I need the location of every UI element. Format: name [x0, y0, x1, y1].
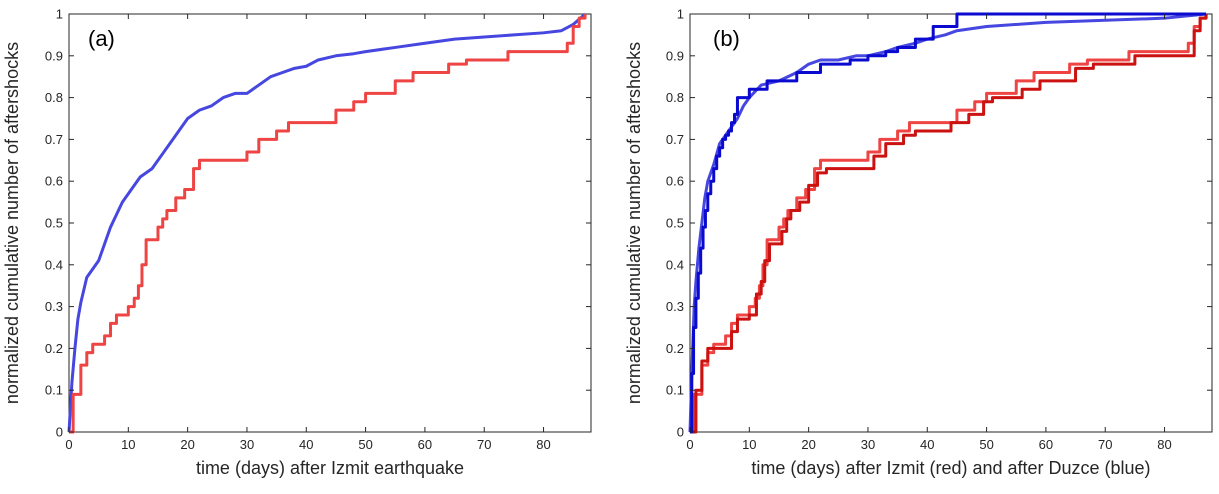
y-tick-label: 0.4: [45, 257, 63, 272]
panel-b-plot-frame: [689, 13, 1213, 433]
x-tick-label: 20: [180, 437, 194, 452]
y-tick-label: 0.1: [666, 383, 684, 398]
x-tick-label: 0: [65, 437, 72, 452]
y-tick-label: 0: [677, 425, 684, 440]
y-tick-label: 0.8: [666, 90, 684, 105]
y-tick-label: 0.6: [45, 174, 63, 189]
y-tick-label: 0.9: [45, 48, 63, 63]
y-tick-label: 1: [677, 7, 684, 22]
panel-b-y-axis-label: normalized cumulative number of aftersho…: [624, 42, 644, 404]
panel-b-x-axis-label: time (days) after Izmit (red) and after …: [751, 458, 1150, 478]
y-tick-label: 0.7: [666, 132, 684, 147]
series-line-1: [67, 12, 587, 433]
x-tick-label: 60: [418, 437, 432, 452]
y-tick-label: 0.5: [45, 216, 63, 231]
y-tick-label: 0.8: [45, 90, 63, 105]
x-tick-label: 50: [358, 437, 372, 452]
x-tick-label: 80: [1157, 437, 1171, 452]
x-tick-label: 40: [920, 437, 934, 452]
x-tick-label: 10: [742, 437, 756, 452]
panel-a-series: [67, 12, 587, 434]
y-tick-label: 0.4: [666, 257, 684, 272]
y-tick-label: 0.3: [45, 299, 63, 314]
y-tick-label: 0.5: [666, 216, 684, 231]
panel-a-ticks: 0 10 20 30 40 50 60 70 80 0 0.1 0.2 0.3 0.4 0.5 0.6 0.7 0…: [45, 7, 591, 452]
panel-b: 0 10 20 30 40 50 60 70 80 0 0.1 0.2 0.3 0.4 0.5 0.6 0.7 0…: [624, 7, 1213, 478]
x-tick-label: 50: [979, 437, 993, 452]
x-tick-label: 70: [1098, 437, 1112, 452]
series-line-2: [69, 14, 587, 434]
x-tick-label: 0: [686, 437, 693, 452]
y-tick-label: 0.9: [666, 48, 684, 63]
series-line-2: [690, 14, 1208, 434]
panel-a-plot-frame: [68, 13, 592, 433]
x-tick-label: 10: [121, 437, 135, 452]
series-line-4: [690, 12, 1207, 434]
x-tick-label: 60: [1039, 437, 1053, 452]
x-tick-label: 70: [477, 437, 491, 452]
y-tick-label: 0.7: [45, 132, 63, 147]
x-tick-label: 20: [801, 437, 815, 452]
panel-a-x-axis-label: time (days) after Izmit earthquake: [196, 458, 464, 478]
series-line-1: [690, 14, 1208, 434]
y-tick-label: 0.2: [666, 341, 684, 356]
series-line-3: [688, 12, 1207, 433]
y-tick-label: 0: [56, 425, 63, 440]
panel-b-label: (b): [713, 26, 740, 51]
x-tick-label: 40: [299, 437, 313, 452]
y-tick-label: 1: [56, 7, 63, 22]
panel-b-series: [688, 12, 1208, 434]
panel-a: 0 10 20 30 40 50 60 70 80 0 0.1 0.2 0.3 0.4 0.5 0.6 0.7 0…: [2, 7, 592, 478]
y-tick-label: 0.1: [45, 383, 63, 398]
y-tick-label: 0.6: [666, 174, 684, 189]
panel-b-ticks: 0 10 20 30 40 50 60 70 80 0 0.1 0.2 0.3 0.4 0.5 0.6 0.7 0…: [666, 7, 1212, 452]
panel-a-label: (a): [88, 26, 115, 51]
x-tick-label: 80: [536, 437, 550, 452]
y-tick-label: 0.3: [666, 299, 684, 314]
y-tick-label: 0.2: [45, 341, 63, 356]
x-tick-label: 30: [240, 437, 254, 452]
panel-a-y-axis-label: normalized cumulative number of aftersho…: [2, 42, 22, 404]
x-tick-label: 30: [861, 437, 875, 452]
